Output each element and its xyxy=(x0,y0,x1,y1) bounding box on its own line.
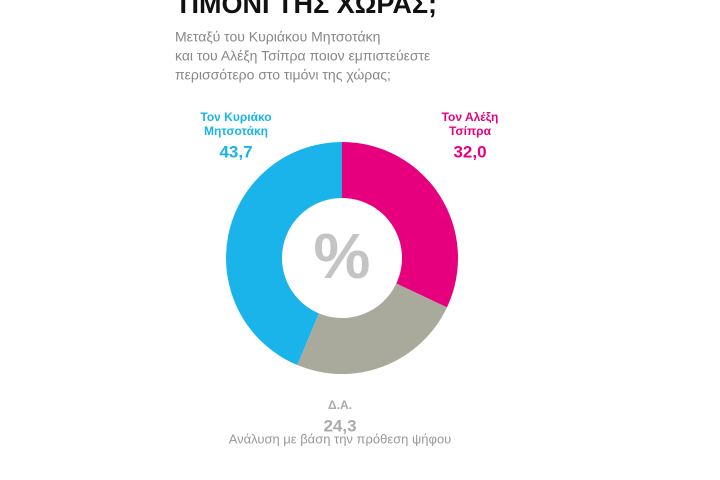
subtitle-line: Μεταξύ του Κυριάκου Μητσοτάκη xyxy=(175,29,380,45)
value-label: 43,7 xyxy=(219,142,252,161)
donut-slice xyxy=(297,283,447,374)
footnote: Ανάλυση με βάση την πρόθεση ψήφου xyxy=(229,431,452,446)
slice-label: Τον Κυριάκο xyxy=(200,110,271,124)
slice-label: Τσίπρα xyxy=(449,124,492,138)
slice-label: Τον Αλέξη xyxy=(442,110,499,124)
subtitle-line: περισσότερο στο τιμόνι της χώρας; xyxy=(175,67,391,83)
center-label: % xyxy=(314,220,371,292)
chart-title: ΤΙΜΟΝΙ ΤΗΣ ΧΩΡΑΣ; xyxy=(175,0,437,19)
slice-label: Μητσοτάκη xyxy=(204,124,268,138)
subtitle-line: και του Αλέξη Τσίπρα ποιον εμπιστεύεστε xyxy=(175,48,430,64)
value-label: 32,0 xyxy=(453,142,486,161)
slice-label: Δ.Α. xyxy=(328,398,352,412)
donut-slice xyxy=(342,142,459,308)
donut-slice xyxy=(225,142,342,366)
value-label: 24,3 xyxy=(323,416,356,435)
